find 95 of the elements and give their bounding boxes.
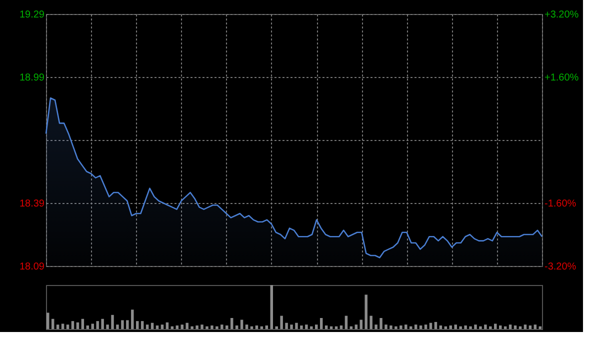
bar xyxy=(439,325,442,329)
bar xyxy=(106,324,109,329)
bar xyxy=(364,294,368,329)
bar xyxy=(469,326,472,329)
bar xyxy=(180,324,184,329)
bar xyxy=(210,325,214,329)
bar xyxy=(459,326,462,329)
bar xyxy=(384,324,388,329)
bar xyxy=(255,325,258,329)
bar xyxy=(121,320,124,329)
bar xyxy=(434,322,438,329)
bar xyxy=(131,310,134,329)
bar xyxy=(71,321,74,329)
y-tick-label: 18.39 xyxy=(19,198,45,210)
bar xyxy=(494,324,497,329)
bar xyxy=(46,312,50,329)
bar xyxy=(479,326,482,329)
bar xyxy=(116,324,119,329)
bar xyxy=(370,316,372,329)
bar xyxy=(449,325,452,329)
bar xyxy=(380,318,382,329)
bar xyxy=(429,322,432,329)
bar xyxy=(270,285,273,329)
bar xyxy=(320,318,323,329)
bar xyxy=(156,325,159,329)
bar xyxy=(295,322,298,329)
bar xyxy=(474,324,477,329)
bar xyxy=(66,324,70,329)
bar xyxy=(280,316,283,329)
bar xyxy=(235,325,238,329)
bar xyxy=(489,326,492,329)
bar xyxy=(101,318,104,329)
bar xyxy=(136,321,139,329)
bar xyxy=(140,321,144,329)
bar xyxy=(315,324,318,329)
bar xyxy=(76,322,80,329)
bar xyxy=(206,326,208,329)
y-tick-label: 18.99 xyxy=(19,72,45,84)
bar xyxy=(96,321,99,329)
bar xyxy=(56,324,60,329)
bar xyxy=(190,326,194,329)
bar xyxy=(265,325,268,329)
bar xyxy=(146,324,149,329)
bar xyxy=(528,325,532,329)
bar xyxy=(498,325,502,329)
bar xyxy=(111,314,114,329)
bar xyxy=(534,324,537,329)
bar xyxy=(354,324,358,329)
bar xyxy=(216,326,218,329)
bar xyxy=(91,324,94,329)
bar xyxy=(245,324,248,329)
bar xyxy=(424,324,428,329)
y2-tick-label: -3.20% xyxy=(544,262,576,272)
bar xyxy=(484,324,487,329)
bar xyxy=(300,325,303,329)
bar xyxy=(344,316,348,329)
bar xyxy=(86,325,90,329)
bar xyxy=(310,326,313,329)
bar xyxy=(230,318,234,329)
y-tick-label: 18.09 xyxy=(19,262,45,272)
bar xyxy=(160,324,164,329)
bar xyxy=(340,325,343,329)
bar xyxy=(150,322,154,329)
bar xyxy=(404,324,408,329)
bar xyxy=(324,325,328,329)
bar xyxy=(51,318,54,329)
bar xyxy=(126,320,129,329)
bar xyxy=(514,325,517,329)
bar xyxy=(196,325,198,329)
bar xyxy=(400,325,402,329)
bar xyxy=(226,325,228,329)
bar xyxy=(166,322,169,329)
bar xyxy=(81,318,84,329)
bar xyxy=(275,326,278,329)
y2-tick-label: +3.20% xyxy=(544,10,579,20)
bar xyxy=(305,324,308,329)
y-tick-label: 19.29 xyxy=(19,10,45,20)
bar xyxy=(200,324,204,329)
y2-tick-label: -1.60% xyxy=(544,198,576,210)
bar xyxy=(508,324,512,329)
bar xyxy=(176,325,179,329)
bar xyxy=(524,324,527,329)
bar xyxy=(186,322,188,329)
bar xyxy=(454,324,457,329)
bar xyxy=(61,324,64,329)
bar xyxy=(414,324,418,329)
bar xyxy=(419,325,422,329)
bar xyxy=(394,326,398,329)
bar xyxy=(220,324,224,329)
bar xyxy=(464,325,467,329)
bar xyxy=(290,324,293,329)
bar xyxy=(285,322,288,329)
y2-tick-label: +1.60% xyxy=(544,72,579,84)
bar xyxy=(390,325,392,329)
bar xyxy=(374,324,378,329)
